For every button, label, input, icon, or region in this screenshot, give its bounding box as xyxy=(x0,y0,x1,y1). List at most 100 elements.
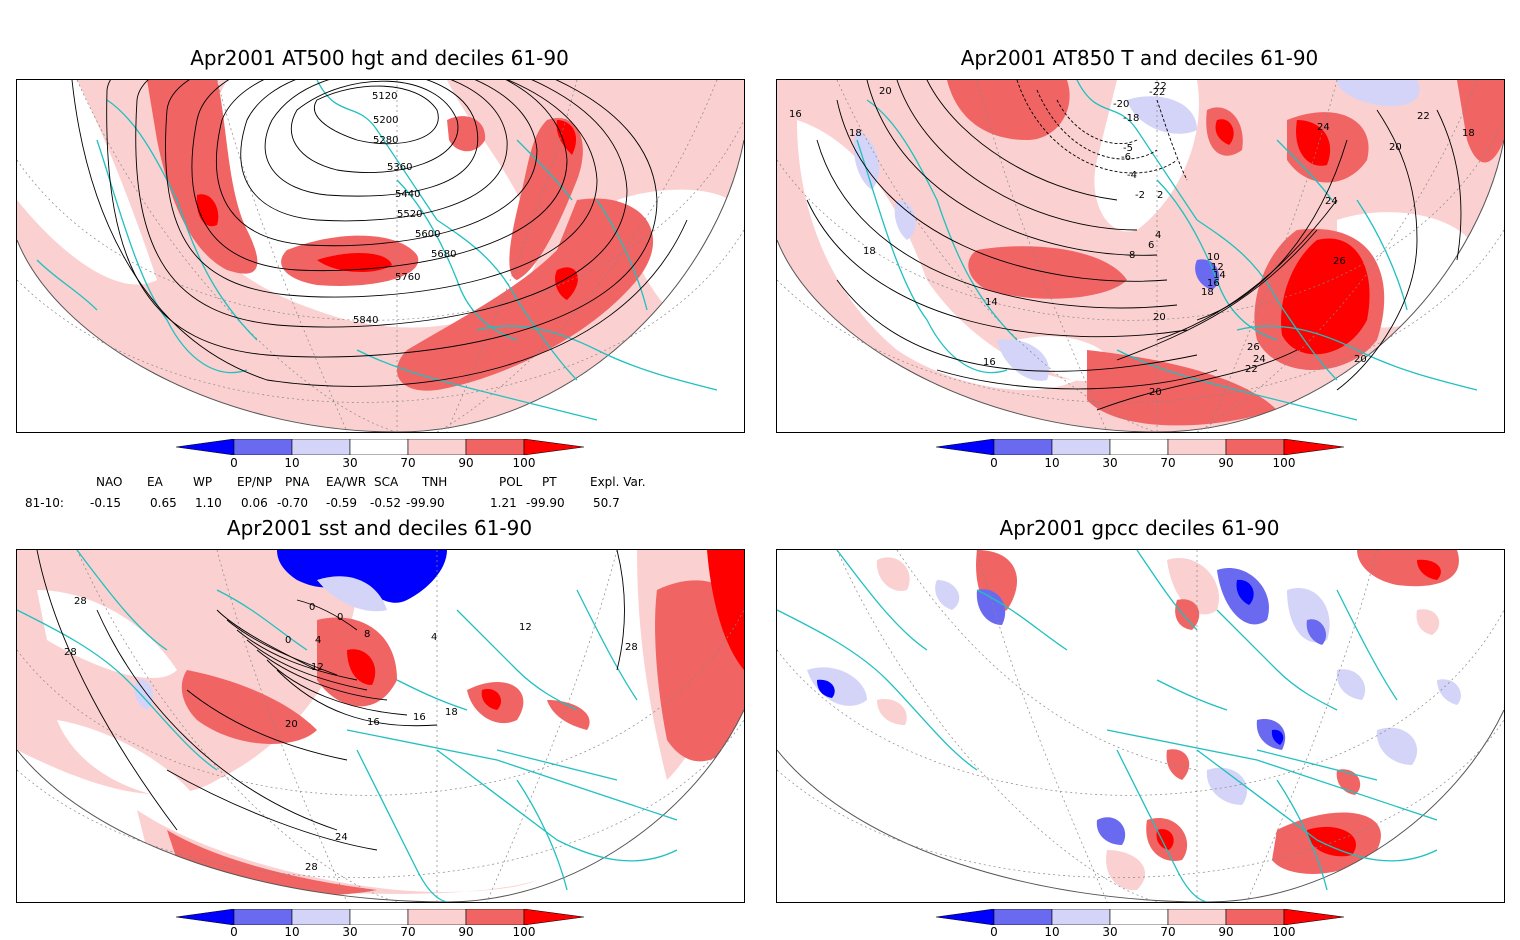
index-header: WP xyxy=(193,475,213,489)
contour-label: 22 xyxy=(1245,364,1258,375)
decile-region-90 xyxy=(876,557,910,591)
contour-label: 28 xyxy=(64,647,77,658)
decile-region-0 xyxy=(1236,579,1254,605)
white-region xyxy=(37,590,177,679)
contour-label: 12 xyxy=(1211,262,1224,273)
contour-label: -5 xyxy=(1123,143,1133,154)
colorbar-tick: 100 xyxy=(512,925,536,939)
contour-label: 16 xyxy=(413,712,426,723)
colorbar-svg xyxy=(175,908,585,926)
decile-region-10 xyxy=(1437,679,1461,705)
colorbar-bottom-right: 0 10 30 70 90 100 xyxy=(935,908,1346,940)
colorbar-tick: 100 xyxy=(1272,925,1296,939)
contour-label: 5280 xyxy=(373,135,398,146)
decile-region-10 xyxy=(1376,727,1418,765)
decile-region-90 xyxy=(1357,550,1459,587)
colorbar-svg xyxy=(935,438,1345,456)
contour-label: 28 xyxy=(305,862,318,873)
decile-region-100 xyxy=(1417,559,1441,580)
colorbar-tick: 90 xyxy=(458,456,474,470)
precip-deciles xyxy=(807,550,1461,891)
colorbar-tick: 90 xyxy=(458,925,474,939)
contour-label: 20 xyxy=(879,86,892,97)
map-t850: 16 20 18 22 24 22 18 20 24 26 20 18 14 8… xyxy=(776,79,1505,433)
colorbar-top-right: 0 10 30 70 90 100 xyxy=(935,438,1346,479)
decile-region-100 xyxy=(1215,119,1234,145)
decile-region-90 xyxy=(877,699,907,725)
contour-label: 22 xyxy=(1154,81,1167,92)
colorbar-tick: 70 xyxy=(1160,456,1176,470)
map-sst-svg: 28 28 0 0 4 8 12 16 16 18 20 24 28 12 28… xyxy=(17,550,744,902)
decile-region-90 xyxy=(1106,850,1146,891)
decile-region-10 xyxy=(1195,259,1220,290)
contour-label: 24 xyxy=(1325,196,1338,207)
index-header: SCA xyxy=(374,475,399,489)
contour-label: 12 xyxy=(311,662,324,673)
contour-label: 10 xyxy=(1207,252,1220,263)
decile-region-10 xyxy=(894,200,916,240)
contour-label: 18 xyxy=(849,128,862,139)
coastlines xyxy=(777,550,1438,902)
contour-label: 24 xyxy=(335,832,348,843)
contour-label: 22 xyxy=(1417,111,1430,122)
contour-label: 12 xyxy=(519,622,532,633)
index-value: 0.06 xyxy=(241,496,268,510)
contour-label: 4 xyxy=(1155,230,1161,241)
map-t850-svg: 16 20 18 22 24 22 18 20 24 26 20 18 14 8… xyxy=(777,80,1504,432)
contour-label: 16 xyxy=(983,357,996,368)
contour-label: 5840 xyxy=(353,315,378,326)
contour-label: 0 xyxy=(337,612,343,623)
contour-label: 5120 xyxy=(372,91,397,102)
contour-label: 20 xyxy=(1354,354,1367,365)
colorbar-tick: 10 xyxy=(284,925,300,939)
contour-label: 14 xyxy=(1213,270,1226,281)
decile-region-100 xyxy=(1307,826,1356,857)
decile-region-90 xyxy=(1167,558,1219,615)
decile-region-90 xyxy=(509,118,583,280)
map-hgt500: 5120 5200 5280 5360 5440 5520 5600 5680 … xyxy=(16,79,745,433)
decile-region-90 xyxy=(1175,599,1200,630)
colorbar-tick: 30 xyxy=(1102,456,1118,470)
white-region xyxy=(17,80,157,285)
colorbar-tick: 10 xyxy=(284,456,300,470)
decile-region-100 xyxy=(481,689,502,710)
contour-label: 8 xyxy=(364,629,370,640)
decile-region-100 xyxy=(707,550,744,670)
index-header: EA xyxy=(147,475,163,489)
contour-label: 2 xyxy=(1157,190,1163,201)
contour-label: 28 xyxy=(625,642,638,653)
index-value: 1.10 xyxy=(195,496,222,510)
decile-region-100 xyxy=(1156,829,1174,850)
decile-region-90 xyxy=(547,700,590,730)
colorbar-tick: 0 xyxy=(990,456,998,470)
contour-label: 5200 xyxy=(373,115,398,126)
decile-region-90 xyxy=(1457,80,1504,163)
index-header: POL xyxy=(499,475,523,489)
index-value: -99.90 xyxy=(406,496,445,510)
contour-label: 18 xyxy=(1462,128,1475,139)
colorbar-tick: 10 xyxy=(1044,456,1060,470)
panel-title-hgt500: Apr2001 AT500 hgt and deciles 61-90 xyxy=(190,46,569,70)
index-value: 50.7 xyxy=(593,496,620,510)
decile-region-10 xyxy=(997,339,1049,381)
colorbar-svg xyxy=(935,908,1345,926)
decile-region-90 xyxy=(1416,609,1440,635)
contour-label: -6 xyxy=(1121,152,1131,163)
index-header: TNH xyxy=(422,475,448,489)
decile-region-100 xyxy=(1281,238,1370,355)
decile-region-10 xyxy=(1337,80,1420,107)
contour-label: 20 xyxy=(1389,142,1402,153)
contour-label: 4 xyxy=(315,635,321,646)
contour-label: 0 xyxy=(285,635,291,646)
colorbar-tick: 30 xyxy=(342,456,358,470)
contour-label: 20 xyxy=(285,719,298,730)
decile-region-100 xyxy=(1296,120,1331,166)
decile-region-10 xyxy=(976,589,1006,625)
colorbar-tick: 100 xyxy=(1272,456,1296,470)
contour-label: 5600 xyxy=(415,229,440,240)
graticule xyxy=(777,550,1504,902)
contour-label: 16 xyxy=(367,717,380,728)
decile-region-90 xyxy=(147,80,258,274)
contour-label: -18 xyxy=(1123,113,1139,124)
hemisphere-edge xyxy=(17,240,397,432)
